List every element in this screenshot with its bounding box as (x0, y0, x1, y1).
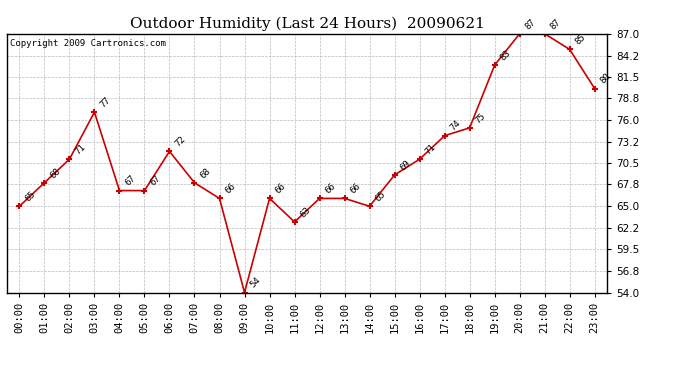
Title: Outdoor Humidity (Last 24 Hours)  20090621: Outdoor Humidity (Last 24 Hours) 2009062… (130, 17, 484, 31)
Text: 65: 65 (374, 189, 388, 204)
Text: 68: 68 (199, 166, 213, 180)
Text: 67: 67 (124, 174, 137, 188)
Text: 85: 85 (574, 33, 588, 46)
Text: 67: 67 (148, 174, 163, 188)
Text: 77: 77 (99, 95, 112, 109)
Text: Copyright 2009 Cartronics.com: Copyright 2009 Cartronics.com (10, 39, 166, 48)
Text: 54: 54 (248, 276, 263, 290)
Text: 63: 63 (299, 205, 313, 219)
Text: 68: 68 (48, 166, 63, 180)
Text: 80: 80 (599, 72, 613, 86)
Text: 65: 65 (23, 189, 37, 204)
Text: 66: 66 (224, 182, 237, 196)
Text: 71: 71 (74, 142, 88, 156)
Text: 72: 72 (174, 135, 188, 148)
Text: 66: 66 (274, 182, 288, 196)
Text: 66: 66 (348, 182, 363, 196)
Text: 87: 87 (524, 17, 538, 31)
Text: 87: 87 (549, 17, 563, 31)
Text: 66: 66 (324, 182, 337, 196)
Text: 71: 71 (424, 142, 437, 156)
Text: 74: 74 (448, 119, 463, 133)
Text: 69: 69 (399, 158, 413, 172)
Text: 75: 75 (474, 111, 488, 125)
Text: 83: 83 (499, 48, 513, 62)
